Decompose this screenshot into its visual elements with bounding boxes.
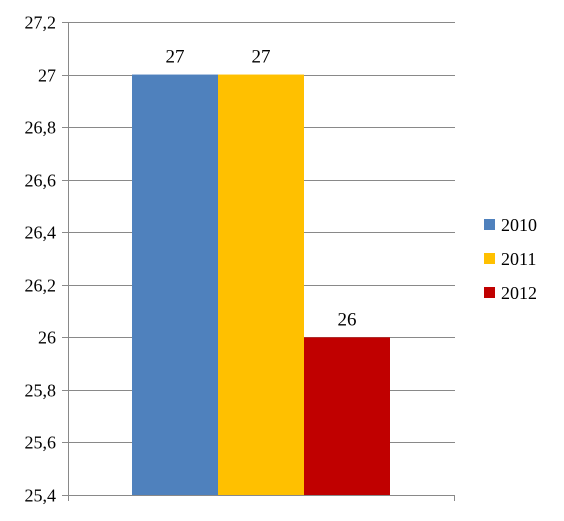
legend-swatch-2011 bbox=[484, 253, 495, 264]
y-tick-label: 26 bbox=[38, 328, 56, 348]
y-tick-label: 26,8 bbox=[25, 118, 57, 138]
y-tick-label: 26,6 bbox=[25, 171, 57, 191]
legend-label-2011: 2011 bbox=[501, 249, 536, 269]
y-tick-label: 25,4 bbox=[25, 486, 57, 506]
data-label-2012: 26 bbox=[338, 309, 357, 330]
bar-2010 bbox=[132, 74, 218, 496]
y-tick-label: 25,8 bbox=[25, 381, 57, 401]
legend: 2010 2011 2012 bbox=[484, 215, 537, 303]
data-labels: 27 27 26 bbox=[166, 47, 357, 331]
y-tick-label: 25,6 bbox=[25, 433, 57, 453]
bar-2012 bbox=[304, 337, 390, 495]
legend-label-2012: 2012 bbox=[501, 283, 537, 303]
legend-swatch-2010 bbox=[484, 219, 495, 230]
y-tick-label: 26,2 bbox=[25, 276, 57, 296]
y-tick-label: 27,2 bbox=[25, 13, 57, 33]
bar-2011 bbox=[218, 74, 304, 496]
y-axis-tick-labels: 25,4 25,6 25,8 26 26,2 26,4 26,6 26,8 27 27,2 bbox=[25, 13, 57, 506]
y-tick-label: 27 bbox=[38, 66, 56, 86]
y-tick-label: 26,4 bbox=[25, 223, 57, 243]
axes bbox=[68, 22, 455, 501]
legend-swatch-2012 bbox=[484, 287, 495, 298]
data-label-2010: 27 bbox=[166, 47, 185, 68]
bars bbox=[132, 74, 390, 496]
legend-label-2010: 2010 bbox=[501, 215, 537, 235]
data-label-2011: 27 bbox=[252, 47, 271, 68]
